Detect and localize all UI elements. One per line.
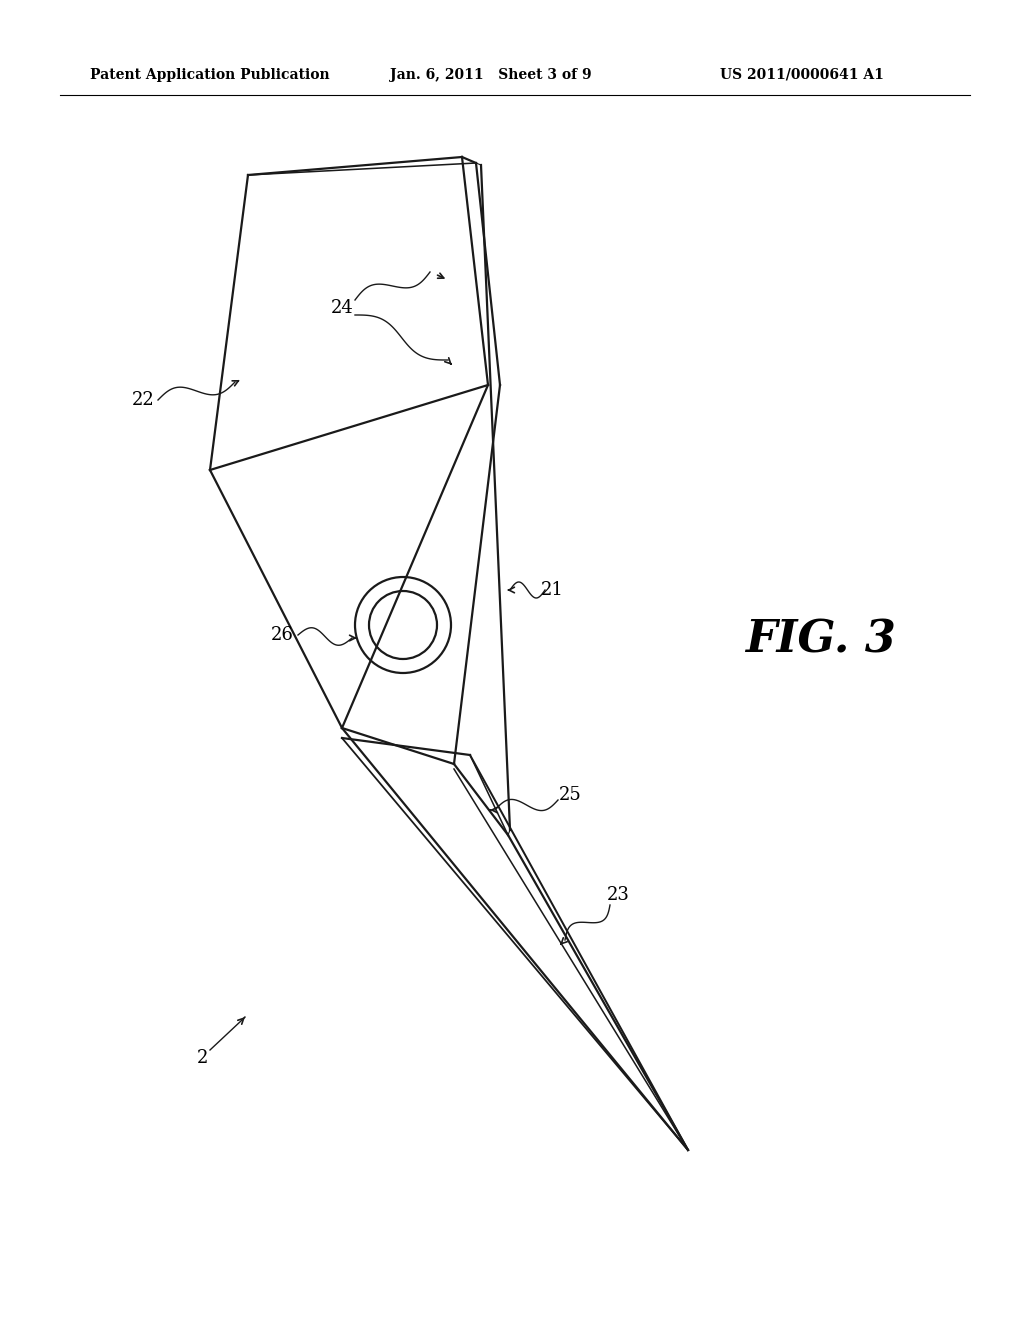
Text: 26: 26	[270, 626, 294, 644]
Text: Jan. 6, 2011   Sheet 3 of 9: Jan. 6, 2011 Sheet 3 of 9	[390, 69, 592, 82]
Text: 21: 21	[541, 581, 563, 599]
Text: 24: 24	[331, 300, 353, 317]
Text: US 2011/0000641 A1: US 2011/0000641 A1	[720, 69, 884, 82]
Text: 2: 2	[198, 1049, 209, 1067]
Text: 22: 22	[132, 391, 155, 409]
Text: 25: 25	[559, 785, 582, 804]
Text: 23: 23	[606, 886, 630, 904]
Text: Patent Application Publication: Patent Application Publication	[90, 69, 330, 82]
Text: FIG. 3: FIG. 3	[744, 619, 895, 661]
